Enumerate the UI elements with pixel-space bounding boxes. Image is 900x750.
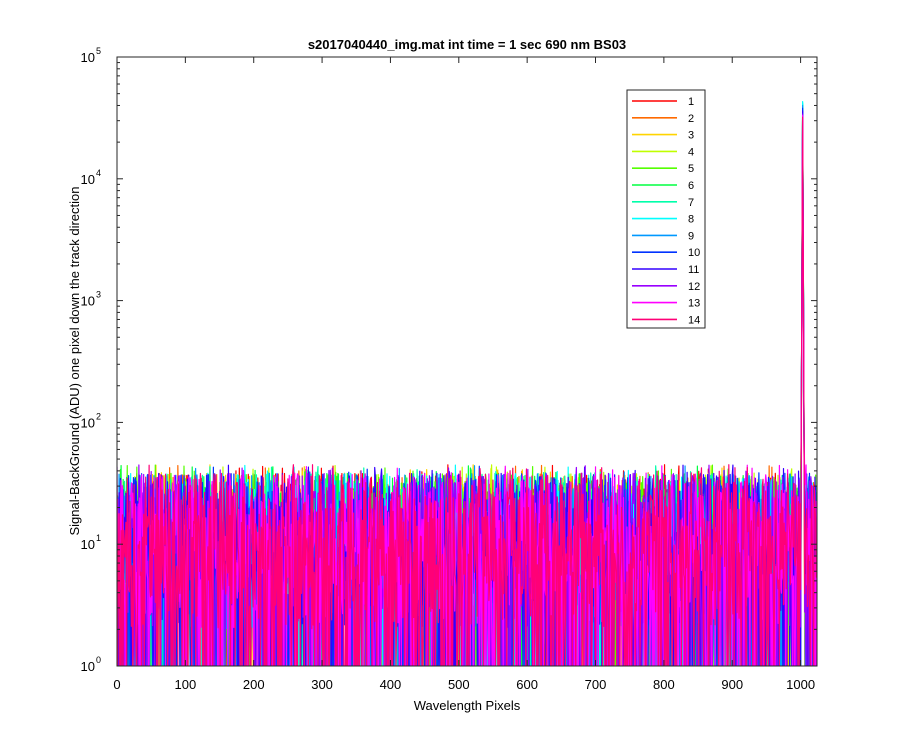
x-tick-label: 400 bbox=[380, 677, 402, 692]
x-tick-label: 0 bbox=[113, 677, 120, 692]
y-tick-label: 10 bbox=[81, 172, 95, 187]
y-tick-exponent: 0 bbox=[96, 655, 101, 665]
y-axis-label: Signal-BackGround (ADU) one pixel down t… bbox=[67, 186, 82, 535]
legend-label: 12 bbox=[688, 281, 700, 293]
legend-label: 1 bbox=[688, 96, 694, 108]
legend-label: 9 bbox=[688, 230, 694, 242]
x-tick-label: 700 bbox=[585, 677, 607, 692]
x-axis-label: Wavelength Pixels bbox=[414, 698, 521, 713]
y-tick-exponent: 1 bbox=[96, 533, 101, 543]
x-tick-label: 900 bbox=[721, 677, 743, 692]
legend-label: 6 bbox=[688, 180, 694, 192]
legend-label: 4 bbox=[688, 146, 694, 158]
y-tick-exponent: 5 bbox=[96, 46, 101, 56]
legend-label: 7 bbox=[688, 197, 694, 209]
legend-label: 11 bbox=[688, 264, 699, 276]
series-line-13 bbox=[117, 115, 817, 666]
y-tick-exponent: 2 bbox=[96, 411, 101, 421]
y-tick-exponent: 3 bbox=[96, 290, 101, 300]
legend-label: 13 bbox=[688, 298, 700, 310]
y-tick-exponent: 4 bbox=[96, 168, 101, 178]
legend-box bbox=[626, 89, 706, 329]
y-tick-label: 10 bbox=[81, 659, 95, 674]
y-tick-label: 10 bbox=[81, 537, 95, 552]
series-line-14 bbox=[117, 116, 817, 666]
x-axis-ticks: 0 100 200 300 400 500 600 700 800 900 1000 bbox=[113, 57, 815, 692]
y-tick-label: 10 bbox=[81, 294, 95, 309]
x-tick-label: 1000 bbox=[786, 677, 815, 692]
x-tick-label: 600 bbox=[516, 677, 538, 692]
legend-label: 8 bbox=[688, 214, 694, 226]
x-tick-label: 300 bbox=[311, 677, 333, 692]
axes-box bbox=[116, 56, 818, 667]
x-tick-label: 800 bbox=[653, 677, 675, 692]
legend-label: 5 bbox=[688, 163, 694, 175]
x-tick-label: 200 bbox=[243, 677, 265, 692]
x-tick-label: 100 bbox=[175, 677, 197, 692]
legend-label: 10 bbox=[688, 247, 700, 259]
series-layer bbox=[117, 101, 817, 666]
chart-title: s2017040440_img.mat int time = 1 sec 690… bbox=[308, 37, 626, 52]
legend-label: 2 bbox=[688, 113, 694, 125]
y-tick-label: 10 bbox=[81, 415, 95, 430]
x-tick-label: 500 bbox=[448, 677, 470, 692]
y-tick-label: 10 bbox=[81, 50, 95, 65]
legend-label: 3 bbox=[688, 130, 694, 142]
legend-label: 14 bbox=[688, 314, 700, 326]
